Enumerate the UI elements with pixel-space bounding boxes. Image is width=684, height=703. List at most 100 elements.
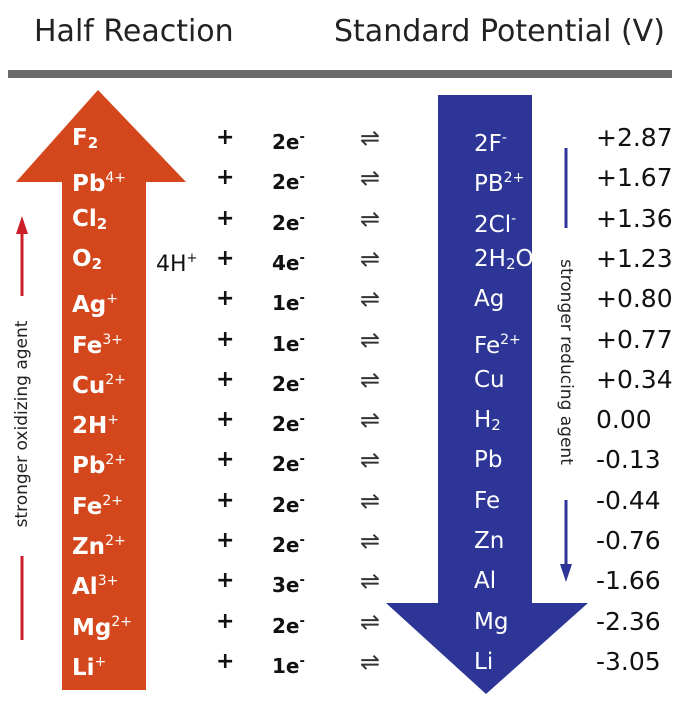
- plus-sign: +: [216, 165, 235, 191]
- equilibrium-arrow: ⇌: [360, 365, 381, 394]
- plus-sign: +: [216, 245, 235, 271]
- electron-count: 1e: [272, 653, 300, 678]
- reducer-charge: -: [501, 130, 507, 146]
- electrons: 2e-: [272, 440, 305, 484]
- electrons: 2e-: [272, 158, 305, 202]
- oxidizer-symbol: O: [72, 245, 92, 272]
- electrons: 4e-: [272, 239, 305, 283]
- electron-charge: -: [299, 371, 305, 387]
- header-half-reaction: Half Reaction: [34, 14, 234, 49]
- electrons: 2e-: [272, 481, 305, 525]
- equilibrium-arrow: ⇌: [360, 406, 381, 435]
- reducer-charge: 2+: [503, 170, 525, 187]
- oxidizing-species: Cl2: [72, 199, 107, 244]
- reaction-row: Zn2+ +2e- ⇌ Zn -0.76: [0, 521, 684, 561]
- reducing-species: Cu: [474, 360, 505, 400]
- standard-potential: 0.00: [596, 405, 652, 435]
- reducing-species: PB2+: [474, 158, 524, 204]
- electrons: 3e-: [272, 561, 305, 605]
- reducer-symbol: Fe: [474, 487, 501, 514]
- plus-sign: +: [216, 568, 235, 594]
- plus-sign: +: [216, 407, 235, 433]
- electron-count: 2e: [272, 452, 300, 477]
- electrons: 2e-: [272, 602, 305, 646]
- electron-count: 2e: [272, 170, 300, 195]
- plus-sign: +: [216, 447, 235, 473]
- oxidizer-charge: +: [107, 412, 119, 429]
- reducing-species: 2Cl-: [474, 199, 516, 245]
- reducing-species: Zn: [474, 521, 504, 561]
- plus-sign: +: [216, 487, 235, 513]
- oxidizer-charge: 2+: [105, 371, 126, 388]
- reducing-indicator-arrowhead: [560, 564, 572, 582]
- standard-potential: +2.87: [596, 123, 673, 152]
- oxidizer-symbol: Fe: [72, 493, 103, 520]
- equilibrium-arrow: ⇌: [360, 285, 381, 314]
- standard-potential: -0.13: [596, 445, 661, 475]
- reducer-symbol: Li: [474, 648, 494, 675]
- reducing-species: Ag: [474, 279, 504, 319]
- reaction-row: Mg2+ +2e- ⇌ Mg -2.36: [0, 602, 684, 642]
- reducer-symbol: PB: [474, 171, 504, 198]
- reducer-symbol: Al: [474, 568, 497, 595]
- oxidizing-species: Ag+: [72, 279, 118, 325]
- oxidizing-indicator-arrowhead: [16, 216, 28, 234]
- oxidizing-species: Li+: [72, 642, 106, 688]
- standard-potential: +0.80: [596, 284, 673, 314]
- oxidizer-symbol: Cu: [72, 372, 106, 399]
- oxidizing-species: Mg2+: [72, 602, 132, 648]
- oxidizing-species: O2: [72, 239, 102, 284]
- electrons: 1e-: [272, 642, 305, 686]
- electron-charge: -: [299, 250, 305, 266]
- equilibrium-arrow: ⇌: [360, 567, 381, 596]
- reducer-symbol: Pb: [474, 447, 503, 474]
- standard-potential: -0.76: [596, 526, 661, 555]
- equilibrium-arrow: ⇌: [360, 647, 381, 676]
- plus-sign: +: [216, 205, 235, 231]
- reaction-row: Ag+ +1e- ⇌ Ag +0.80: [0, 279, 684, 319]
- electron-charge: -: [299, 533, 305, 548]
- reaction-row: Fe2+ +2e- ⇌ Fe -0.44: [0, 481, 684, 521]
- oxidizing-species: Pb2+: [72, 440, 126, 486]
- oxidizer-charge: 2+: [105, 452, 126, 469]
- equilibrium-arrow: ⇌: [360, 164, 381, 193]
- reaction-row: O2 4H+ +4e- ⇌ 2H2O +1.23: [0, 239, 684, 279]
- oxidizer-charge: +: [106, 291, 118, 308]
- plus-sign: +: [216, 125, 235, 150]
- oxidizing-species: Fe2+: [72, 481, 123, 527]
- oxidizing-species: Zn2+: [72, 521, 126, 567]
- electron-count: 2e: [272, 613, 300, 638]
- equilibrium-arrow: ⇌: [360, 124, 381, 152]
- electron-charge: -: [299, 653, 305, 669]
- reducer-subscript: 2: [505, 254, 516, 273]
- oxidizer-symbol: F: [72, 125, 88, 151]
- extra-reactant-symbol: 4H: [156, 251, 187, 277]
- reducer-symbol: Mg: [474, 608, 509, 635]
- oxidizer-symbol: Zn: [72, 534, 106, 560]
- equilibrium-arrow: ⇌: [360, 486, 381, 515]
- standard-potential: +1.23: [596, 243, 673, 273]
- plus-sign: +: [216, 366, 235, 392]
- reducing-species: Mg: [474, 602, 508, 642]
- electron-charge: -: [299, 291, 305, 307]
- plus-sign: +: [216, 286, 235, 312]
- electron-count: 2e: [272, 412, 300, 437]
- electron-count: 2e: [272, 371, 300, 396]
- electron-count: 3e: [272, 573, 300, 598]
- reducing-species: Al: [474, 561, 496, 601]
- oxidizer-subscript: 2: [96, 214, 108, 233]
- electron-charge: -: [299, 170, 305, 186]
- electron-charge: -: [299, 130, 305, 145]
- reducer-charge: -: [511, 210, 517, 227]
- oxidizing-species: Al3+: [72, 561, 118, 607]
- standard-potential: -0.44: [596, 485, 661, 515]
- reducer-symbol-tail: O: [515, 245, 534, 272]
- oxidizer-symbol: Al: [72, 574, 98, 601]
- reducing-species: Fe2+: [474, 320, 521, 366]
- reducer-subscript: 2: [491, 416, 501, 435]
- plus-sign: +: [216, 326, 235, 352]
- oxidizer-symbol: Cl: [72, 205, 97, 232]
- oxidizer-symbol: 2H: [72, 413, 108, 440]
- oxidizing-species: Fe3+: [72, 320, 123, 366]
